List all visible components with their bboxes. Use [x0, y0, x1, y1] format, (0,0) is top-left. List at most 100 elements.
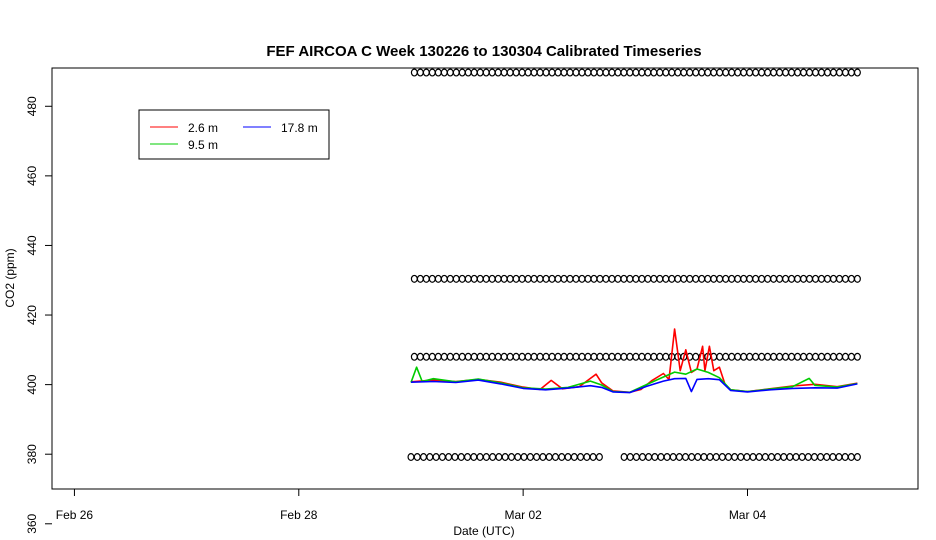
marker-point-standard-c-24 — [554, 352, 562, 361]
marker-point-standard-d-64 — [823, 452, 831, 461]
marker-point-standard-a-73 — [847, 68, 855, 77]
marker-point-standard-d-35 — [645, 452, 653, 461]
marker-point-standard-c-54 — [734, 352, 742, 361]
marker-point-standard-a-14 — [494, 68, 502, 77]
marker-point-standard-a-15 — [500, 68, 508, 77]
marker-point-standard-c-59 — [764, 352, 772, 361]
marker-point-standard-d-21 — [539, 452, 547, 461]
marker-point-standard-b-60 — [770, 274, 778, 283]
marker-point-standard-b-55 — [740, 274, 748, 283]
marker-point-standard-c-7 — [452, 352, 460, 361]
marker-point-standard-b-23 — [548, 274, 556, 283]
marker-point-standard-d-45 — [706, 452, 714, 461]
series-lines — [410, 328, 858, 394]
marker-point-standard-d-36 — [651, 452, 659, 461]
marker-point-standard-d-55 — [767, 452, 775, 461]
marker-point-standard-d-49 — [731, 452, 739, 461]
y-tick-label-400: 400 — [25, 374, 39, 394]
marker-point-standard-a-69 — [823, 68, 831, 77]
marker-point-standard-a-32 — [602, 68, 610, 77]
marker-point-standard-c-1 — [416, 352, 424, 361]
marker-point-standard-d-63 — [817, 452, 825, 461]
marker-point-standard-a-16 — [506, 68, 514, 77]
marker-point-standard-c-36 — [626, 352, 634, 361]
marker-point-standard-c-57 — [752, 352, 760, 361]
marker-point-standard-a-33 — [608, 68, 616, 77]
calibration-markers — [407, 68, 861, 461]
marker-point-standard-d-31 — [620, 452, 628, 461]
marker-point-standard-d-69 — [853, 452, 861, 461]
marker-point-standard-c-69 — [823, 352, 831, 361]
y-axis: 360 380 400 420 440 460 480 — [25, 96, 52, 534]
marker-point-standard-a-49 — [704, 68, 712, 77]
marker-point-standard-b-30 — [590, 274, 598, 283]
marker-point-standard-c-38 — [638, 352, 646, 361]
marker-point-standard-b-46 — [686, 274, 694, 283]
marker-point-standard-a-52 — [722, 68, 730, 77]
marker-point-standard-d-68 — [847, 452, 855, 461]
marker-point-standard-d-25 — [564, 452, 572, 461]
marker-point-standard-c-13 — [488, 352, 496, 361]
marker-point-standard-b-18 — [518, 274, 526, 283]
marker-point-standard-a-41 — [656, 68, 664, 77]
marker-point-standard-a-66 — [806, 68, 814, 77]
marker-point-standard-b-16 — [506, 274, 514, 283]
marker-point-standard-d-38 — [663, 452, 671, 461]
marker-point-standard-b-69 — [823, 274, 831, 283]
marker-point-standard-a-21 — [536, 68, 544, 77]
marker-point-standard-c-72 — [841, 352, 849, 361]
marker-point-standard-b-72 — [841, 274, 849, 283]
marker-point-standard-b-3 — [428, 274, 436, 283]
marker-point-standard-a-34 — [614, 68, 622, 77]
marker-point-standard-b-61 — [776, 274, 784, 283]
y-tick-label-380: 380 — [25, 444, 39, 464]
marker-point-standard-c-19 — [524, 352, 532, 361]
marker-point-standard-d-30 — [595, 452, 603, 461]
marker-point-standard-c-10 — [470, 352, 478, 361]
chart-title: FEF AIRCOA C Week 130226 to 130304 Calib… — [266, 43, 701, 60]
marker-point-standard-a-9 — [464, 68, 472, 77]
marker-point-standard-c-12 — [482, 352, 490, 361]
marker-point-standard-d-46 — [712, 452, 720, 461]
marker-point-standard-a-62 — [782, 68, 790, 77]
y-tick-label-420: 420 — [25, 305, 39, 325]
marker-point-standard-d-32 — [626, 452, 634, 461]
marker-point-standard-c-15 — [500, 352, 508, 361]
marker-point-standard-a-5 — [440, 68, 448, 77]
marker-point-standard-d-51 — [743, 452, 751, 461]
marker-point-standard-a-18 — [518, 68, 526, 77]
marker-point-standard-b-27 — [572, 274, 580, 283]
marker-point-standard-a-40 — [650, 68, 658, 77]
marker-point-standard-d-19 — [526, 452, 534, 461]
marker-point-standard-b-10 — [470, 274, 478, 283]
marker-point-standard-c-68 — [817, 352, 825, 361]
marker-point-standard-d-40 — [675, 452, 683, 461]
marker-point-standard-c-61 — [776, 352, 784, 361]
legend-box — [138, 109, 330, 160]
marker-point-standard-d-11 — [476, 452, 484, 461]
marker-point-standard-a-58 — [758, 68, 766, 77]
marker-point-standard-a-56 — [746, 68, 754, 77]
marker-point-standard-c-30 — [590, 352, 598, 361]
marker-point-standard-b-73 — [847, 274, 855, 283]
marker-point-standard-d-17 — [514, 452, 522, 461]
marker-point-standard-b-59 — [764, 274, 772, 283]
marker-point-standard-c-55 — [740, 352, 748, 361]
marker-point-standard-a-47 — [692, 68, 700, 77]
marker-point-standard-d-48 — [724, 452, 732, 461]
marker-point-standard-a-67 — [812, 68, 820, 77]
marker-point-standard-d-44 — [700, 452, 708, 461]
marker-point-standard-c-40 — [650, 352, 658, 361]
marker-point-standard-a-26 — [566, 68, 574, 77]
marker-point-standard-c-52 — [722, 352, 730, 361]
x-axis-label: Date (UTC) — [453, 524, 514, 538]
marker-point-standard-c-23 — [548, 352, 556, 361]
marker-point-standard-c-4 — [434, 352, 442, 361]
marker-point-standard-c-0 — [410, 352, 418, 361]
series-line-9-5-m — [410, 366, 858, 394]
marker-point-standard-c-29 — [584, 352, 592, 361]
marker-point-standard-d-29 — [589, 452, 597, 461]
marker-point-standard-b-43 — [668, 274, 676, 283]
marker-point-standard-a-44 — [674, 68, 682, 77]
